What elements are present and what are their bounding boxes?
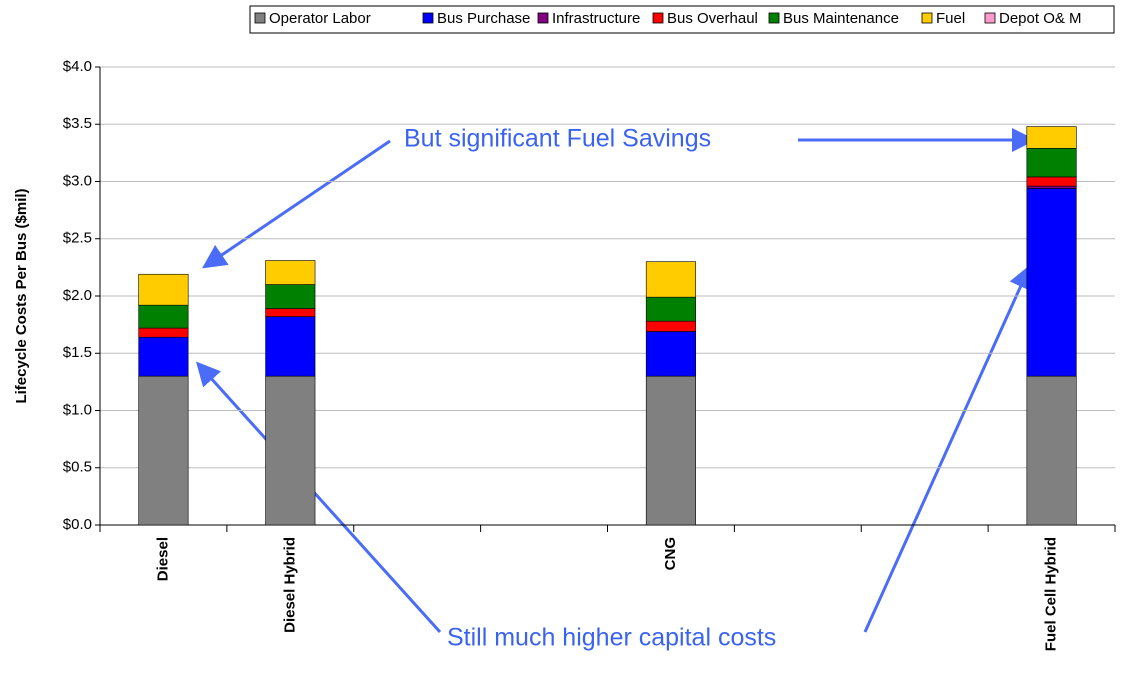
bar-segment — [1026, 126, 1077, 149]
bar-segment — [645, 320, 696, 332]
y-tick-label: $4.0 — [63, 58, 92, 75]
y-tick-label: $3.0 — [63, 172, 92, 189]
bar-segment — [265, 284, 316, 309]
legend-swatch — [921, 12, 933, 24]
legend-swatch — [652, 12, 664, 24]
legend-label: Infrastructure — [552, 10, 640, 27]
x-tick-label: Diesel — [154, 537, 171, 581]
x-tick-label: Fuel Cell Hybrid — [1043, 537, 1060, 651]
y-tick-label: $0.0 — [63, 516, 92, 533]
legend-swatch — [254, 12, 266, 24]
bar-segment — [265, 260, 316, 285]
bar-segment — [645, 296, 696, 322]
y-tick-label: $3.5 — [63, 115, 92, 132]
bar-segment — [1026, 375, 1077, 526]
bar-segment — [138, 375, 189, 526]
legend-label: Bus Overhaul — [667, 10, 758, 27]
legend-label: Fuel — [936, 10, 965, 27]
legend-label: Operator Labor — [269, 10, 371, 27]
legend-swatch — [422, 12, 434, 24]
bar-segment — [265, 375, 316, 526]
legend-box — [249, 5, 1115, 34]
y-tick-label: $2.5 — [63, 230, 92, 247]
annotation: But significant Fuel Savings — [404, 125, 711, 153]
bar-segment — [138, 304, 189, 329]
annotation: Still much higher capital costs — [447, 624, 776, 652]
bar-segment — [138, 273, 189, 306]
bar-segment — [265, 316, 316, 377]
y-tick-label: $2.0 — [63, 287, 92, 304]
arrow — [195, 361, 442, 634]
bar-segment — [1026, 185, 1077, 189]
x-tick-label: CNG — [662, 537, 679, 570]
bar-segment — [265, 308, 316, 317]
arrow — [863, 264, 1032, 633]
bar-segment — [645, 331, 696, 377]
legend-swatch — [768, 12, 780, 24]
legend-swatch — [537, 12, 549, 24]
bar-segment — [1026, 176, 1077, 187]
bar-segment — [138, 336, 189, 377]
y-axis-label: Lifecycle Costs Per Bus ($mil) — [13, 188, 30, 403]
bar-segment — [1026, 188, 1077, 377]
bar-segment — [645, 261, 696, 298]
x-tick-label: Diesel Hybrid — [281, 537, 298, 633]
y-tick-label: $0.5 — [63, 459, 92, 476]
y-tick-label: $1.0 — [63, 401, 92, 418]
arrow — [202, 139, 391, 269]
bar-segment — [1026, 147, 1077, 178]
bar-segment — [645, 375, 696, 526]
legend-swatch — [984, 12, 996, 24]
bar-segment — [138, 327, 189, 338]
y-tick-label: $1.5 — [63, 344, 92, 361]
legend-label: Bus Purchase — [437, 10, 530, 27]
legend-label: Depot O& M — [999, 10, 1082, 27]
legend-label: Bus Maintenance — [783, 10, 899, 27]
